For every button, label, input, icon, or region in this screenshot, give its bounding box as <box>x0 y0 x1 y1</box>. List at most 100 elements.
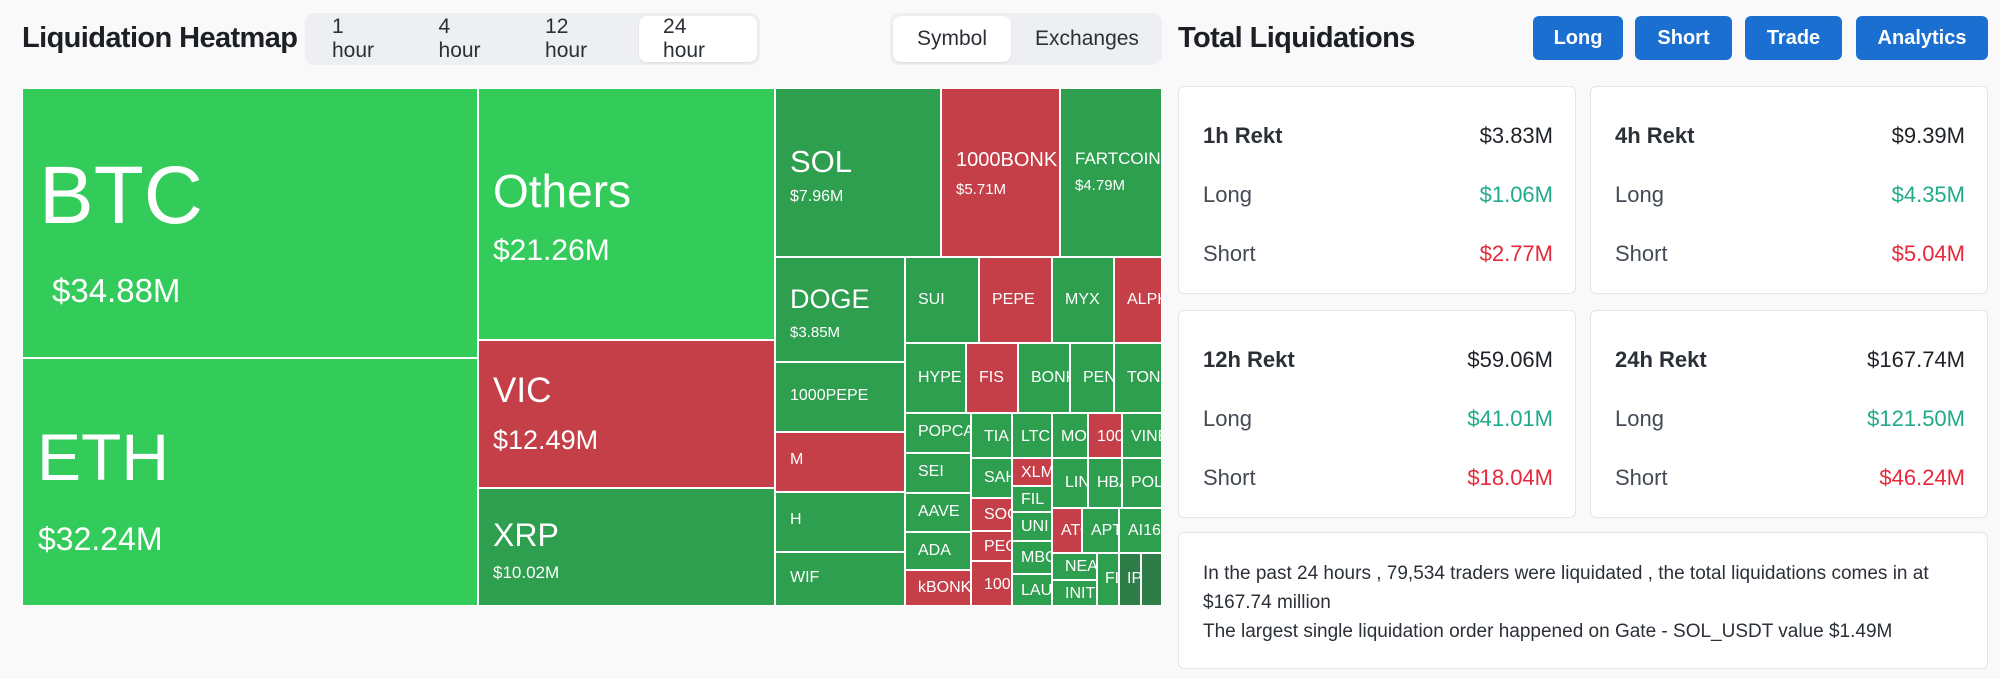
tile-symbol: ADA <box>918 542 951 559</box>
tile-sui[interactable]: SUI <box>905 257 979 343</box>
tile-symbol: ALPHA <box>1127 291 1161 308</box>
tile-init[interactable]: INIT <box>1052 580 1097 606</box>
tile-symbol: MOODENG <box>1061 428 1087 445</box>
tile-link[interactable]: LINK <box>1052 458 1088 508</box>
tile-symbol: ATOM <box>1061 522 1081 539</box>
tile-popcat[interactable]: POPCAT <box>905 413 971 453</box>
tile-mbox[interactable]: MBOX <box>1012 541 1052 574</box>
tile-symbol: DOGE <box>790 284 870 314</box>
time-range-selector: 1 hour 4 hour 12 hour 24 hour <box>305 13 760 65</box>
tile-hype[interactable]: HYPE <box>905 343 966 413</box>
tile-sei[interactable]: SEI <box>905 453 971 493</box>
tile-symbol: SOON <box>984 506 1011 523</box>
tile-value: $32.24M <box>38 521 163 557</box>
time-option-12h[interactable]: 12 hour <box>545 15 588 62</box>
tile-1000sats[interactable]: 1000SATS <box>1088 413 1122 458</box>
tile-ltc[interactable]: LTC <box>1012 413 1052 458</box>
tile-vine[interactable]: VINE <box>1122 413 1162 458</box>
tile-btc[interactable]: BTC $34.88M <box>22 88 478 358</box>
long-label: Long <box>1615 182 1664 207</box>
tile-symbol: BONK <box>1031 369 1069 386</box>
short-value: $46.24M <box>1879 465 1965 490</box>
tile-soon[interactable]: SOON <box>971 498 1012 531</box>
tile-pepe[interactable]: PEPE <box>979 257 1052 343</box>
tile-fartcoin[interactable]: FARTCOIN $4.79M <box>1060 88 1162 257</box>
view-option-exchanges[interactable]: Exchanges <box>1035 27 1139 50</box>
tile-aave[interactable]: AAVE <box>905 493 971 532</box>
tile-1000shib[interactable]: 1000SHIB <box>971 561 1012 606</box>
tile-launchcoin[interactable]: LAUNCHCOIN <box>1012 574 1052 606</box>
tile-xrp[interactable]: XRP $10.02M <box>478 488 775 606</box>
tile-near[interactable]: NEAR <box>1052 553 1097 580</box>
tile-1000pepe[interactable]: 1000PEPE <box>775 362 905 432</box>
short-label: Short <box>1203 241 1256 266</box>
tile-moodeng[interactable]: MOODENG <box>1052 413 1088 458</box>
tile-sahara[interactable]: SAHARA <box>971 458 1012 498</box>
tile-value: $12.49M <box>493 425 599 455</box>
tile-value: $21.26M <box>493 234 610 267</box>
time-option-1h[interactable]: 1 hour <box>332 15 375 62</box>
short-value: $5.04M <box>1891 241 1965 266</box>
tile-symbol: POL <box>1131 474 1162 491</box>
tile-symbol: VINE <box>1131 428 1161 445</box>
tile-doge[interactable]: DOGE $3.85M <box>775 257 905 362</box>
view-option-symbol[interactable]: Symbol <box>893 16 1012 62</box>
tile-symbol: VIC <box>493 371 552 410</box>
tile-myx[interactable]: MYX <box>1052 257 1114 343</box>
time-option-24h[interactable]: 24 hour <box>639 15 757 62</box>
long-button[interactable]: Long <box>1533 16 1623 60</box>
long-value: $1.06M <box>1479 182 1553 207</box>
tile-value: $7.96M <box>790 188 844 205</box>
tile-1000bonk[interactable]: 1000BONK $5.71M <box>941 88 1060 257</box>
analytics-button[interactable]: Analytics <box>1856 16 1988 60</box>
short-label: Short <box>1615 465 1668 490</box>
tile-others[interactable]: Others $21.26M <box>478 88 775 340</box>
tile-people[interactable]: PEOPLE <box>971 531 1012 561</box>
tile-ip[interactable]: IP <box>1119 553 1141 606</box>
tile-pol[interactable]: POL <box>1122 458 1162 508</box>
card-title: 24h Rekt <box>1615 347 1707 372</box>
long-value: $4.35M <box>1891 182 1965 207</box>
tile-symbol: AAVE <box>918 503 960 520</box>
tile-symbol: MYX <box>1065 291 1100 308</box>
tile-symbol: INIT <box>1065 585 1096 602</box>
tile-xlm[interactable]: XLM <box>1012 458 1052 486</box>
tile-pengu[interactable]: PENGU <box>1070 343 1114 413</box>
tile-alpha[interactable]: ALPHA <box>1114 257 1162 343</box>
tile-sol[interactable]: SOL $7.96M <box>775 88 941 257</box>
heatmap-title: Liquidation Heatmap <box>22 22 298 54</box>
tile-uni[interactable]: UNI <box>1012 512 1052 541</box>
liquidation-summary: In the past 24 hours , 79,534 traders we… <box>1178 532 1988 669</box>
tile-eth[interactable]: ETH $32.24M <box>22 358 478 606</box>
tile-apt[interactable]: APT <box>1082 508 1119 553</box>
tile-m[interactable]: M <box>775 432 905 492</box>
tile-hbar[interactable]: HBAR <box>1088 458 1122 508</box>
tile-tia[interactable]: TIA <box>971 413 1012 458</box>
tile-bonk[interactable]: BONK <box>1018 343 1070 413</box>
long-label: Long <box>1615 406 1664 431</box>
tile-symbol: NEAR <box>1065 558 1097 575</box>
tile-h[interactable]: H <box>775 492 905 552</box>
time-option-4h[interactable]: 4 hour <box>438 15 481 62</box>
tile-wif[interactable]: WIF <box>775 552 905 606</box>
tile-atom[interactable]: ATOM <box>1052 508 1082 553</box>
tile-extra[interactable] <box>1141 553 1162 606</box>
tile-symbol: IP <box>1127 570 1141 587</box>
tile-ada[interactable]: ADA <box>905 532 971 570</box>
long-label: Long <box>1203 182 1252 207</box>
tile-fis[interactable]: FIS <box>966 343 1018 413</box>
tile-ton[interactable]: TON <box>1114 343 1162 413</box>
tile-floki[interactable]: FLOKI <box>1097 553 1119 606</box>
tile-symbol: 1000BONK <box>956 149 1058 171</box>
tile-fil[interactable]: FIL <box>1012 486 1052 512</box>
tile-symbol: kBONK <box>918 579 971 596</box>
tile-symbol: Others <box>493 165 632 217</box>
tile-vic[interactable]: VIC $12.49M <box>478 340 775 488</box>
tile-ai16z[interactable]: AI16Z <box>1119 508 1162 553</box>
long-label: Long <box>1203 406 1252 431</box>
tile-kbonk[interactable]: kBONK <box>905 570 971 606</box>
trade-button[interactable]: Trade <box>1745 16 1842 60</box>
tile-symbol: SOL <box>790 144 853 179</box>
tile-symbol: FLOKI <box>1105 570 1118 587</box>
short-button[interactable]: Short <box>1635 16 1732 60</box>
